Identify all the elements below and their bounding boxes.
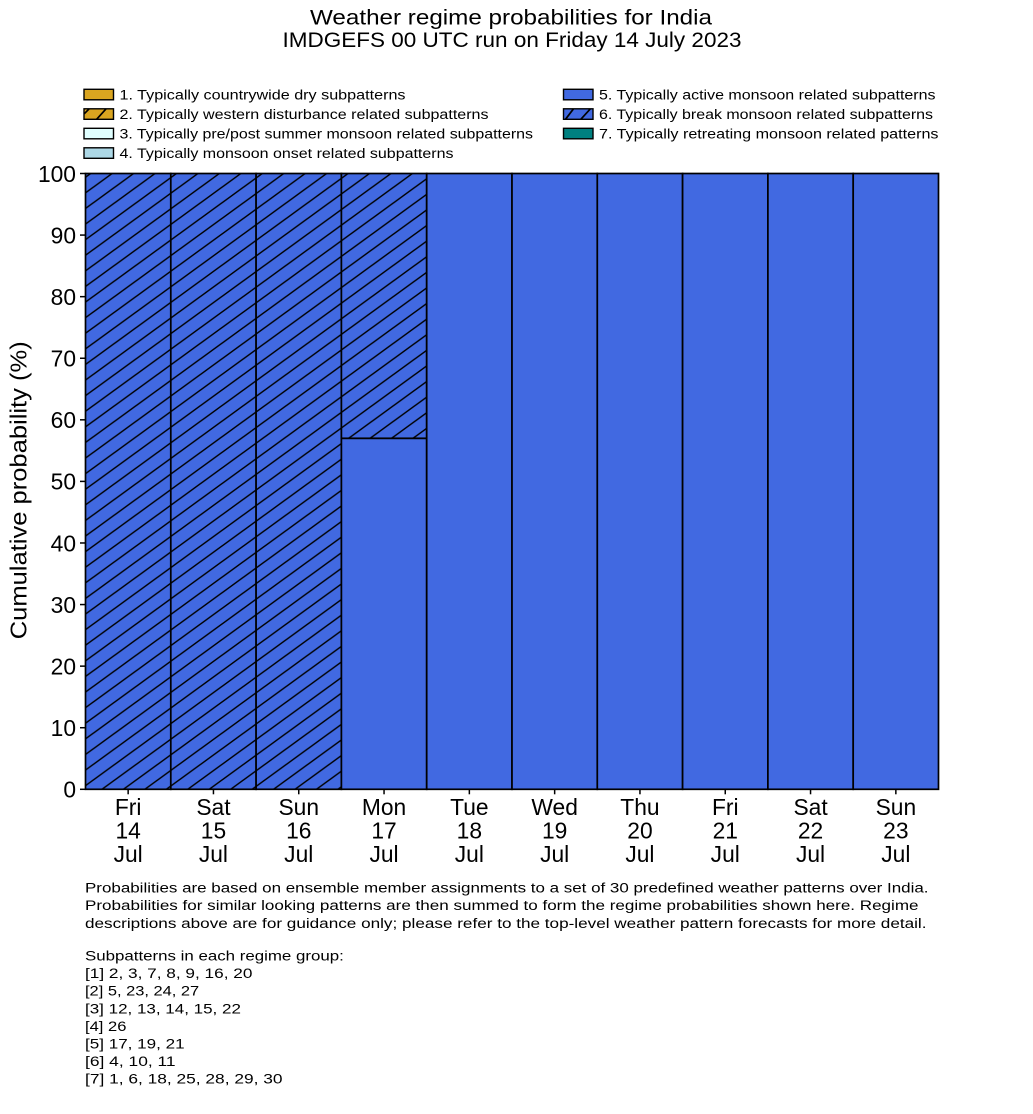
svg-text:21: 21 xyxy=(713,817,738,843)
svg-text:IMDGEFS 00 UTC run on Friday 1: IMDGEFS 00 UTC run on Friday 14 July 202… xyxy=(283,29,742,52)
svg-text:60: 60 xyxy=(51,407,76,433)
svg-text:Tue: Tue xyxy=(450,794,488,820)
svg-text:80: 80 xyxy=(51,284,76,310)
svg-text:Jul: Jul xyxy=(881,841,910,867)
svg-text:17: 17 xyxy=(371,817,396,843)
svg-text:20: 20 xyxy=(627,817,652,843)
svg-text:Sun: Sun xyxy=(278,794,319,820)
svg-text:Jul: Jul xyxy=(199,841,228,867)
svg-text:Probabilities are based on ens: Probabilities are based on ensemble memb… xyxy=(85,881,929,897)
svg-text:Jul: Jul xyxy=(625,841,654,867)
svg-text:Cumulative probability (%): Cumulative probability (%) xyxy=(6,341,32,639)
svg-text:3. Typically pre/post summer m: 3. Typically pre/post summer monsoon rel… xyxy=(120,126,534,142)
svg-text:14: 14 xyxy=(115,817,141,843)
svg-text:Sat: Sat xyxy=(793,794,828,820)
svg-text:Jul: Jul xyxy=(540,841,569,867)
svg-text:70: 70 xyxy=(51,346,76,372)
svg-text:5. Typically active monsoon re: 5. Typically active monsoon related subp… xyxy=(599,87,936,103)
svg-text:6. Typically break monsoon rel: 6. Typically break monsoon related subpa… xyxy=(599,107,933,123)
svg-text:40: 40 xyxy=(51,530,76,556)
svg-text:1. Typically countrywide dry s: 1. Typically countrywide dry subpatterns xyxy=(120,87,406,103)
svg-text:Weather regime probabilities f: Weather regime probabilities for India xyxy=(310,7,712,30)
svg-text:18: 18 xyxy=(457,817,482,843)
svg-text:[6] 4, 10, 11: [6] 4, 10, 11 xyxy=(85,1054,176,1070)
svg-text:[1] 2, 3, 7, 8, 9, 16, 20: [1] 2, 3, 7, 8, 9, 16, 20 xyxy=(85,966,253,982)
svg-text:100: 100 xyxy=(38,161,76,187)
svg-text:15: 15 xyxy=(201,817,226,843)
svg-text:[5] 17, 19, 21: [5] 17, 19, 21 xyxy=(85,1037,185,1053)
svg-text:7. Typically retreating monsoo: 7. Typically retreating monsoon related … xyxy=(599,126,939,142)
svg-text:2. Typically western disturban: 2. Typically western disturbance related… xyxy=(120,107,489,123)
svg-text:22: 22 xyxy=(798,817,823,843)
svg-text:Sun: Sun xyxy=(876,794,917,820)
svg-text:90: 90 xyxy=(51,222,76,248)
svg-text:Fri: Fri xyxy=(712,794,739,820)
svg-text:50: 50 xyxy=(51,469,76,495)
svg-text:Probabilities for similar look: Probabilities for similar looking patter… xyxy=(85,898,919,914)
svg-text:[2] 5, 23, 24, 27: [2] 5, 23, 24, 27 xyxy=(85,984,199,1000)
svg-text:[7] 1, 6, 18, 25, 28, 29, 30: [7] 1, 6, 18, 25, 28, 29, 30 xyxy=(85,1072,283,1088)
svg-text:Fri: Fri xyxy=(115,794,142,820)
svg-text:30: 30 xyxy=(51,592,76,618)
svg-text:Thu: Thu xyxy=(620,794,659,820)
svg-text:Sat: Sat xyxy=(196,794,231,820)
svg-text:10: 10 xyxy=(51,715,76,741)
svg-text:descriptions above are for gui: descriptions above are for guidance only… xyxy=(85,916,927,932)
svg-text:Wed: Wed xyxy=(531,794,577,820)
svg-text:Jul: Jul xyxy=(369,841,398,867)
svg-text:[4] 26: [4] 26 xyxy=(85,1019,127,1035)
svg-text:Jul: Jul xyxy=(284,841,313,867)
svg-text:19: 19 xyxy=(542,817,567,843)
svg-text:Jul: Jul xyxy=(711,841,740,867)
svg-text:Mon: Mon xyxy=(362,794,406,820)
svg-text:Jul: Jul xyxy=(114,841,143,867)
svg-text:Jul: Jul xyxy=(455,841,484,867)
svg-text:23: 23 xyxy=(883,817,908,843)
svg-text:0: 0 xyxy=(63,777,76,803)
svg-text:20: 20 xyxy=(51,653,76,679)
svg-text:[3] 12, 13, 14, 15, 22: [3] 12, 13, 14, 15, 22 xyxy=(85,1001,241,1017)
svg-text:Jul: Jul xyxy=(796,841,825,867)
svg-text:Subpatterns in each regime gro: Subpatterns in each regime group: xyxy=(85,949,344,965)
svg-text:4. Typically monsoon onset rel: 4. Typically monsoon onset related subpa… xyxy=(120,146,454,162)
svg-text:16: 16 xyxy=(286,817,311,843)
